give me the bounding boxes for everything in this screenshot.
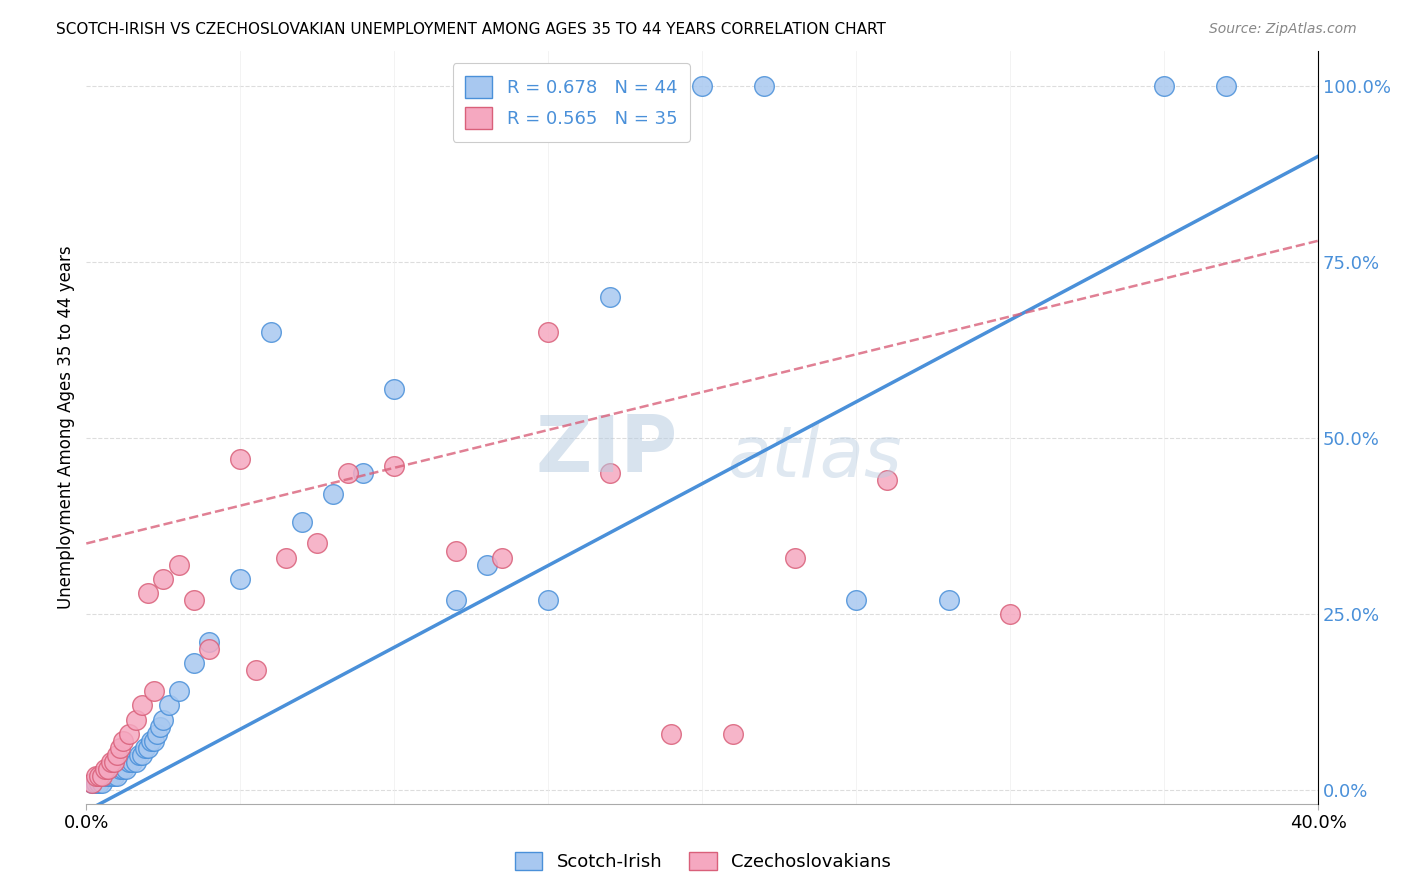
Point <box>599 466 621 480</box>
Point <box>721 726 744 740</box>
Point <box>599 290 621 304</box>
Point <box>108 762 131 776</box>
Point <box>136 740 159 755</box>
Point <box>752 78 775 93</box>
Point <box>143 684 166 698</box>
Text: SCOTCH-IRISH VS CZECHOSLOVAKIAN UNEMPLOYMENT AMONG AGES 35 TO 44 YEARS CORRELATI: SCOTCH-IRISH VS CZECHOSLOVAKIAN UNEMPLOY… <box>56 22 886 37</box>
Point <box>90 776 112 790</box>
Point <box>845 592 868 607</box>
Point <box>118 726 141 740</box>
Point <box>382 458 405 473</box>
Legend: Scotch-Irish, Czechoslovakians: Scotch-Irish, Czechoslovakians <box>508 845 898 879</box>
Point <box>537 592 560 607</box>
Point <box>337 466 360 480</box>
Point <box>115 762 138 776</box>
Point <box>276 550 298 565</box>
Point <box>131 747 153 762</box>
Point <box>103 755 125 769</box>
Point <box>475 558 498 572</box>
Point <box>112 733 135 747</box>
Point <box>444 592 467 607</box>
Point <box>353 466 375 480</box>
Point <box>94 762 117 776</box>
Point <box>82 776 104 790</box>
Point <box>136 586 159 600</box>
Point <box>87 769 110 783</box>
Text: Source: ZipAtlas.com: Source: ZipAtlas.com <box>1209 22 1357 37</box>
Point <box>260 326 283 340</box>
Point <box>121 755 143 769</box>
Point <box>143 733 166 747</box>
Point <box>229 572 252 586</box>
Point <box>876 473 898 487</box>
Point <box>491 550 513 565</box>
Legend: R = 0.678   N = 44, R = 0.565   N = 35: R = 0.678 N = 44, R = 0.565 N = 35 <box>453 63 690 142</box>
Point <box>124 755 146 769</box>
Point <box>105 769 128 783</box>
Point <box>245 663 267 677</box>
Point <box>322 487 344 501</box>
Point <box>152 713 174 727</box>
Point <box>291 516 314 530</box>
Text: atlas: atlas <box>727 423 901 492</box>
Point <box>537 326 560 340</box>
Point <box>152 572 174 586</box>
Point <box>167 684 190 698</box>
Y-axis label: Unemployment Among Ages 35 to 44 years: Unemployment Among Ages 35 to 44 years <box>58 245 75 609</box>
Point <box>198 635 221 649</box>
Point <box>94 769 117 783</box>
Point <box>97 769 120 783</box>
Point <box>198 642 221 657</box>
Point <box>183 656 205 670</box>
Point <box>84 776 107 790</box>
Point <box>783 550 806 565</box>
Point <box>124 713 146 727</box>
Point <box>84 769 107 783</box>
Point <box>167 558 190 572</box>
Point <box>444 543 467 558</box>
Point <box>1215 78 1237 93</box>
Point <box>128 747 150 762</box>
Point <box>87 776 110 790</box>
Point <box>149 720 172 734</box>
Point <box>82 776 104 790</box>
Point <box>100 769 122 783</box>
Point <box>998 607 1021 621</box>
Point <box>100 755 122 769</box>
Point <box>307 536 329 550</box>
Point <box>382 382 405 396</box>
Point <box>103 769 125 783</box>
Point <box>690 78 713 93</box>
Point <box>118 755 141 769</box>
Point <box>112 762 135 776</box>
Point <box>105 747 128 762</box>
Text: ZIP: ZIP <box>536 412 678 488</box>
Point <box>229 452 252 467</box>
Point <box>146 726 169 740</box>
Point <box>134 740 156 755</box>
Point <box>139 733 162 747</box>
Point <box>183 592 205 607</box>
Point <box>90 769 112 783</box>
Point <box>108 740 131 755</box>
Point <box>661 726 683 740</box>
Point <box>1153 78 1175 93</box>
Point <box>131 698 153 713</box>
Point <box>938 592 960 607</box>
Point <box>159 698 181 713</box>
Point <box>97 762 120 776</box>
